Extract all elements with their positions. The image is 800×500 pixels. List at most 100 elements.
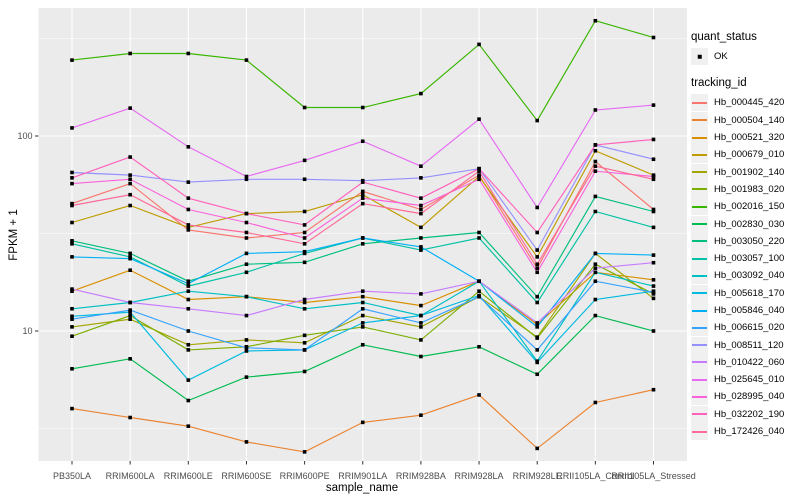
line-swatch-icon [692,274,707,277]
data-point [651,290,656,295]
x-tick-label: RRII105LA_Control [556,471,634,481]
data-point [360,201,365,206]
data-point [244,346,249,350]
data-point [70,176,74,180]
data-point [477,42,481,47]
line-swatch-icon [692,257,707,260]
data-point [593,297,598,302]
line-swatch-icon [692,344,707,347]
legend-key [691,94,708,112]
legend-item-Hb_006615_020: Hb_006615_020 [691,319,799,337]
data-point [302,209,307,214]
legend: quant_status OK tracking_id Hb_000445_42… [691,31,799,441]
legend-label: Hb_001902_140 [714,166,785,178]
data-point [593,279,598,284]
y-tick-label: 10 [22,326,32,336]
data-point [244,375,249,379]
legend-label: Hb_028995_040 [714,391,785,403]
data-point [651,207,656,212]
data-point [70,314,74,319]
legend-key [691,267,708,285]
line-swatch-icon [692,101,707,104]
line-swatch-icon [692,153,707,156]
data-point [419,292,423,296]
data-point [651,174,656,179]
legend-key [691,423,708,441]
data-point [186,223,191,227]
data-point [186,281,191,286]
legend-key [691,111,708,129]
x-tick-label: RRIM600LA [106,471,155,481]
data-point [70,289,74,293]
data-point [128,313,132,318]
legend-item-Hb_005618_170: Hb_005618_170 [691,284,799,302]
data-point [128,300,132,305]
data-point [70,334,74,339]
legend-key [691,388,708,406]
data-point [70,239,74,243]
legend-label: OK [714,51,728,63]
data-point [128,155,132,159]
legend-label: Hb_003057_100 [714,253,785,265]
x-tick-label: RRII105LA_Stressed [611,471,696,481]
line-swatch-icon [692,395,707,398]
data-point [535,360,539,365]
data-point [302,450,307,454]
data-point [302,105,307,110]
legend-key [691,336,708,354]
point-marker-icon [697,54,702,59]
x-tick-label: PB350LA [53,471,91,481]
data-point [186,51,191,56]
legend-item-Hb_025645_010: Hb_025645_010 [691,371,799,389]
data-point [128,310,132,314]
data-point [70,58,74,62]
data-point [419,245,423,249]
data-point [186,145,191,149]
data-point [419,248,423,252]
data-point [651,137,656,142]
data-point [244,262,249,267]
data-point [244,211,249,216]
data-point [535,336,539,340]
legend-item-Hb_003092_040: Hb_003092_040 [691,267,799,285]
data-point [186,306,191,311]
legend-label: Hb_006615_020 [714,322,785,334]
data-point [244,313,249,318]
data-point [477,117,481,121]
x-tick-label: RRIM928LA [455,471,504,481]
data-point [302,300,307,305]
data-point [186,342,191,347]
data-point [535,300,539,305]
data-point [593,164,598,169]
data-point [302,249,307,254]
data-point [244,236,249,240]
data-point [651,260,656,265]
legend-label: Hb_003092_040 [714,270,785,282]
legend-key [691,215,708,233]
line-swatch-icon [692,205,707,208]
x-axis-title: sample_name [325,482,399,494]
data-point [419,303,423,308]
data-point [128,192,132,197]
legend-item-Hb_001983_020: Hb_001983_020 [691,180,799,198]
data-point [535,372,539,377]
data-point [419,211,423,216]
legend-item-Hb_010422_060: Hb_010422_060 [691,353,799,371]
line-swatch-icon [692,136,707,139]
data-point [360,236,365,240]
data-point [419,325,423,329]
data-point [535,255,539,259]
legend-label: Hb_002830_030 [714,218,785,230]
x-tick-label: RRIM600LE [164,471,213,481]
data-point [651,177,656,182]
data-point [651,103,656,107]
data-point [360,192,365,197]
data-point [302,297,307,302]
legend-tracking-id-items: Hb_000445_420 Hb_000504_140 Hb_000521_320 H… [691,94,799,441]
data-point [477,279,481,284]
data-point [651,284,656,288]
legend-key [691,198,708,216]
data-point [419,354,423,359]
legend-title-quant-status: quant_status [691,31,757,43]
legend-label: Hb_010422_060 [714,356,785,368]
